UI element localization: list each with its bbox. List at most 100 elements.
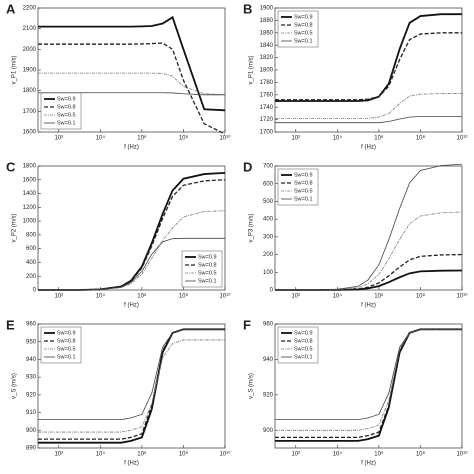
x-tick-label: 10² — [54, 452, 63, 458]
x-axis-label: f (Hz) — [124, 461, 139, 467]
y-tick-label: 1700 — [23, 109, 37, 115]
y-tick-label: 1600 — [23, 177, 37, 183]
legend-label: Sw=0.1 — [294, 354, 313, 360]
legend-label: Sw=0.1 — [57, 120, 76, 126]
y-tick-label: 900 — [26, 428, 37, 434]
plot-frame — [274, 165, 463, 291]
y-tick-label: 800 — [26, 232, 37, 238]
x-tick-label: 10⁸ — [416, 135, 426, 142]
y-tick-label: 1600 — [23, 130, 37, 136]
y-tick-label: 910 — [26, 410, 37, 416]
x-axis-label: f (Hz) — [361, 461, 376, 467]
y-tick-label: 2100 — [23, 26, 37, 32]
y-tick-label: 2000 — [23, 47, 37, 53]
legend-label: Sw=0.9 — [294, 172, 313, 178]
y-tick-label: 1860 — [260, 30, 274, 36]
y-tick-label: 1880 — [260, 18, 274, 24]
panel: E 890 900 910 920 930 940 950 960 10² 10⁴ 10⁶ 10⁸ 10¹… — [6, 317, 231, 466]
x-tick-label: 10⁶ — [137, 293, 147, 300]
y-tick-label: 100 — [263, 270, 274, 276]
x-tick-label: 10⁶ — [374, 293, 384, 300]
legend-label: Sw=0.5 — [198, 270, 217, 276]
y-tick-label: 920 — [263, 392, 274, 398]
x-tick-label: 10² — [54, 294, 63, 300]
series-line — [38, 328, 225, 421]
series-line — [38, 237, 225, 291]
x-tick-label: 10⁴ — [96, 135, 106, 142]
legend: Sw=0.9 Sw=0.8 Sw=0.5 Sw=0.1 — [40, 326, 82, 364]
y-tick-label: 1760 — [260, 92, 274, 98]
panel: D 0 100 200 300 400 500 600 700 10² 10⁴ 10⁶ 10⁸ 10¹⁰ f… — [243, 159, 468, 308]
x-tick-label: 10¹⁰ — [456, 293, 468, 300]
panel: C 0 200 400 600 800 1000 1200 1400 1600 1800 10² 10⁴… — [6, 159, 231, 308]
x-tick-label: 10¹⁰ — [219, 451, 231, 458]
panel-letter: A — [6, 1, 16, 16]
legend-label: Sw=0.1 — [294, 196, 313, 202]
x-tick-label: 10⁴ — [96, 293, 106, 300]
legend-label: Sw=0.5 — [294, 346, 313, 352]
y-tick-label: 400 — [263, 217, 274, 223]
legend-label: Sw=0.5 — [57, 112, 76, 118]
panel-letter: F — [243, 317, 251, 332]
x-tick-label: 10² — [54, 136, 63, 142]
legend-label: Sw=0.8 — [294, 180, 313, 186]
y-tick-label: 1800 — [260, 68, 274, 74]
y-tick-label: 1740 — [260, 105, 274, 111]
x-tick-label: 10² — [291, 294, 300, 300]
series-line — [38, 179, 226, 291]
panel-letter: B — [243, 1, 252, 16]
x-tick-label: 10⁸ — [416, 293, 426, 300]
x-tick-label: 10² — [291, 452, 300, 458]
y-tick-label: 900 — [263, 428, 274, 434]
x-axis-label: f (Hz) — [124, 303, 139, 309]
series-line — [38, 72, 226, 96]
x-axis-label: f (Hz) — [361, 145, 376, 151]
y-tick-label: 1900 — [23, 68, 37, 74]
x-tick-label: 10⁴ — [333, 451, 343, 458]
y-axis-label: v_P3 (m/s) — [249, 213, 255, 242]
y-tick-label: 1800 — [23, 88, 37, 94]
legend: Sw=0.9 Sw=0.8 Sw=0.5 Sw=0.1 — [181, 250, 223, 288]
panel-letter: D — [243, 159, 252, 174]
series-line — [275, 163, 463, 291]
y-axis-label: v_P1 (m/s) — [12, 55, 18, 84]
series-line — [275, 211, 463, 291]
panel: B 1700 1720 1740 1760 1780 1800 1820 1840 1860 188… — [243, 1, 468, 150]
legend: Sw=0.9 Sw=0.8 Sw=0.5 Sw=0.1 — [277, 168, 319, 206]
x-tick-label: 10¹⁰ — [219, 293, 231, 300]
y-tick-label: 500 — [263, 199, 274, 205]
y-tick-label: 890 — [26, 446, 37, 452]
legend-label: Sw=0.9 — [294, 330, 313, 336]
panel-letter: E — [6, 317, 15, 332]
y-tick-label: 200 — [26, 274, 37, 280]
series-line — [275, 116, 462, 124]
x-tick-label: 10⁶ — [137, 451, 147, 458]
y-tick-label: 1400 — [23, 191, 37, 197]
x-tick-label: 10¹⁰ — [456, 451, 468, 458]
series-line — [38, 339, 225, 433]
legend: Sw=0.9 Sw=0.8 Sw=0.5 Sw=0.1 — [277, 326, 319, 364]
legend-label: Sw=0.8 — [294, 338, 313, 344]
x-tick-label: 10⁸ — [179, 451, 189, 458]
legend-label: Sw=0.1 — [294, 38, 313, 44]
series-line — [38, 15, 226, 112]
legend-label: Sw=0.8 — [198, 262, 217, 268]
y-axis-label: v_P1 (m/s) — [249, 55, 255, 84]
y-tick-label: 0 — [270, 288, 274, 294]
legend: Sw=0.9 Sw=0.8 Sw=0.5 Sw=0.1 — [40, 92, 82, 130]
series-line — [275, 328, 462, 439]
y-tick-label: 940 — [26, 357, 37, 363]
legend-label: Sw=0.9 — [294, 14, 313, 20]
y-tick-label: 600 — [26, 246, 37, 252]
legend: Sw=0.9 Sw=0.8 Sw=0.5 Sw=0.1 — [277, 10, 319, 48]
y-tick-label: 920 — [26, 392, 37, 398]
series-line — [38, 210, 226, 291]
y-tick-label: 960 — [26, 322, 37, 328]
x-tick-label: 10⁶ — [374, 451, 384, 458]
y-tick-label: 1820 — [260, 55, 274, 61]
y-tick-label: 1200 — [23, 205, 37, 211]
y-tick-label: 1720 — [260, 117, 274, 123]
x-tick-label: 10¹⁰ — [456, 135, 468, 142]
series-line — [275, 328, 462, 421]
x-tick-label: 10⁸ — [179, 293, 189, 300]
